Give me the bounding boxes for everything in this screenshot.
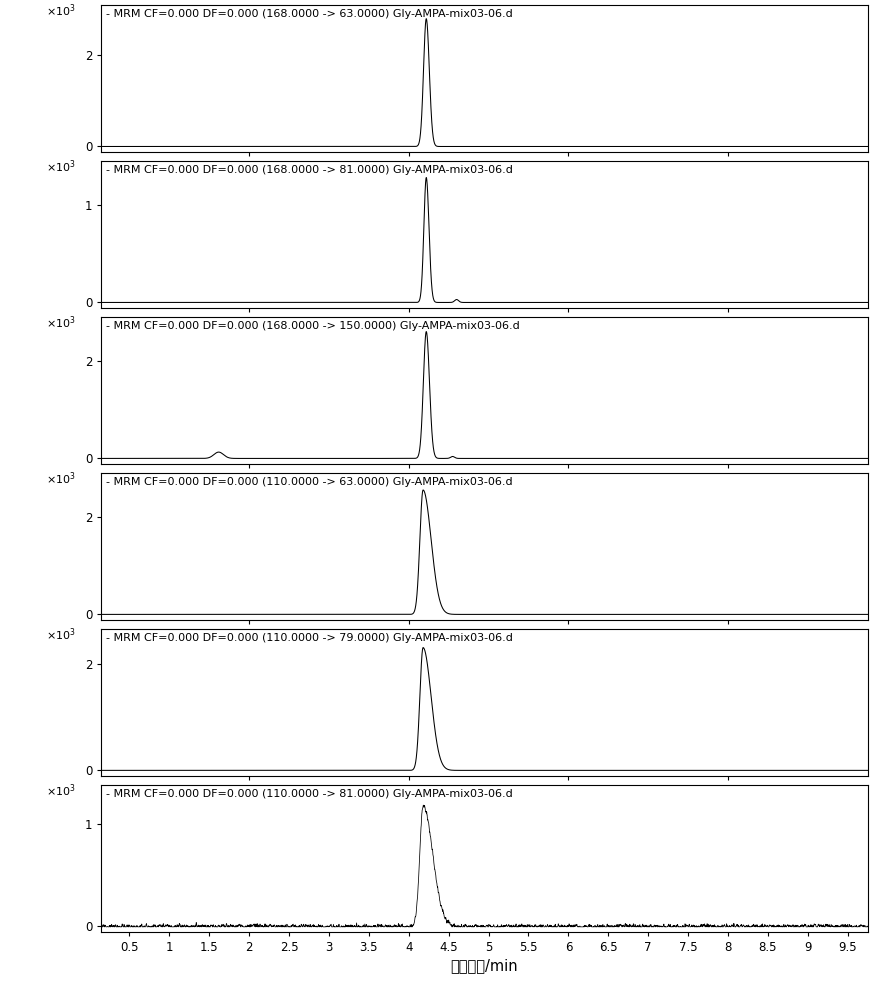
Text: $\times$10$^{3}$: $\times$10$^{3}$ [46,782,76,799]
Text: - MRM CF=0.000 DF=0.000 (168.0000 -> 150.0000) Gly-AMPA-mix03-06.d: - MRM CF=0.000 DF=0.000 (168.0000 -> 150… [106,321,520,331]
Text: $\times$10$^{3}$: $\times$10$^{3}$ [46,470,76,487]
Text: - MRM CF=0.000 DF=0.000 (110.0000 -> 63.0000) Gly-AMPA-mix03-06.d: - MRM CF=0.000 DF=0.000 (110.0000 -> 63.… [106,477,513,487]
Text: $\times$10$^{3}$: $\times$10$^{3}$ [46,626,76,643]
Text: - MRM CF=0.000 DF=0.000 (110.0000 -> 81.0000) Gly-AMPA-mix03-06.d: - MRM CF=0.000 DF=0.000 (110.0000 -> 81.… [106,789,513,799]
Text: - MRM CF=0.000 DF=0.000 (168.0000 -> 81.0000) Gly-AMPA-mix03-06.d: - MRM CF=0.000 DF=0.000 (168.0000 -> 81.… [106,165,513,175]
Text: $\times$10$^{3}$: $\times$10$^{3}$ [46,2,76,19]
Text: - MRM CF=0.000 DF=0.000 (168.0000 -> 63.0000) Gly-AMPA-mix03-06.d: - MRM CF=0.000 DF=0.000 (168.0000 -> 63.… [106,9,513,19]
X-axis label: 保留时间/min: 保留时间/min [451,958,518,973]
Text: $\times$10$^{3}$: $\times$10$^{3}$ [46,314,76,331]
Text: $\times$10$^{3}$: $\times$10$^{3}$ [46,158,76,175]
Text: - MRM CF=0.000 DF=0.000 (110.0000 -> 79.0000) Gly-AMPA-mix03-06.d: - MRM CF=0.000 DF=0.000 (110.0000 -> 79.… [106,633,513,643]
